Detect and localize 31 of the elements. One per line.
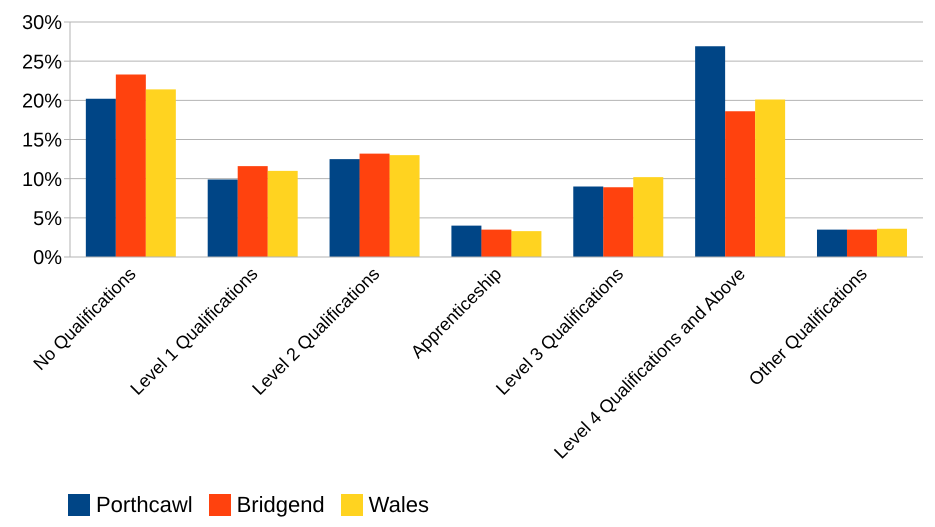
bar [86,98,116,257]
bar [268,170,298,257]
y-tick-label: 20% [22,90,62,112]
bar [876,228,907,257]
bar [695,46,726,257]
y-tick-label: 30% [22,12,62,34]
bar [573,186,604,257]
bar [725,111,756,257]
y-tick-label: 5% [33,208,62,230]
bar [481,230,512,257]
bar [633,177,664,257]
bar [360,154,390,257]
legend-label: Bridgend [236,492,325,518]
bar [511,231,542,257]
legend-label: Porthcawl [96,492,193,518]
bar [146,89,176,257]
bar [755,100,786,257]
y-tick-label: 10% [22,168,62,191]
bar [330,159,360,257]
legend-label: Wales [368,492,429,518]
bar [238,166,268,257]
bar [116,74,146,257]
y-tick-label: 25% [22,51,62,74]
bar [603,187,634,257]
bar [208,179,238,257]
bar [390,155,420,257]
bar [816,230,847,257]
y-tick-label: 15% [22,130,62,152]
bar [846,230,877,257]
bar [451,226,482,257]
y-tick-label: 0% [33,247,62,270]
